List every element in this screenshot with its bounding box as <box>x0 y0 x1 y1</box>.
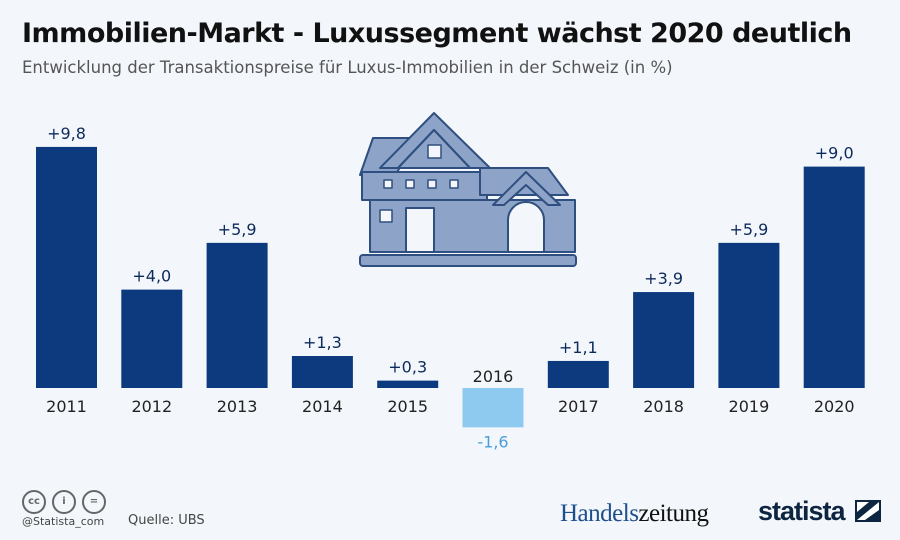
bar-2011 <box>36 146 97 388</box>
category-label: 2014 <box>302 397 343 416</box>
statista-text: statista <box>758 496 846 526</box>
bar-2014 <box>291 356 353 388</box>
data-label: +5,9 <box>729 220 768 239</box>
chart-subtitle: Entwicklung der Transaktionspreise für L… <box>22 58 673 77</box>
data-label: +5,9 <box>218 220 257 239</box>
data-label: +1,1 <box>559 338 598 357</box>
logo-part-b: zeitung <box>638 500 709 527</box>
category-label: 2018 <box>643 397 684 416</box>
logo-part-a: Handels <box>560 500 639 527</box>
category-label: 2016 <box>473 367 514 386</box>
bar-2016 <box>462 388 524 428</box>
data-label: +1,3 <box>303 333 342 352</box>
cc-icon: cc <box>22 490 46 514</box>
bar-2017 <box>547 360 609 388</box>
bar-2012 <box>121 289 183 388</box>
data-label: +9,0 <box>815 144 854 163</box>
category-label: 2019 <box>729 397 770 416</box>
bar-2020 <box>803 166 865 388</box>
bar-2013 <box>206 242 268 388</box>
chart-title: Immobilien-Markt - Luxussegment wächst 2… <box>22 18 852 49</box>
handelszeitung-logo: Handelszeitung <box>560 500 709 528</box>
statista-logo: statista <box>758 496 882 527</box>
handle[interactable]: @Statista_com <box>22 515 105 528</box>
data-label: -1,6 <box>477 432 508 451</box>
bar-2019 <box>718 242 780 388</box>
category-label: 2011 <box>46 397 87 416</box>
statista-mark-icon <box>855 500 882 522</box>
category-label: 2013 <box>217 397 258 416</box>
category-label: 2015 <box>387 397 428 416</box>
data-label: +9,8 <box>47 124 86 143</box>
data-label: +3,9 <box>644 269 683 288</box>
house-icon <box>359 112 577 267</box>
source: Quelle: UBS <box>128 513 205 528</box>
category-label: 2012 <box>131 397 172 416</box>
category-label: 2017 <box>558 397 599 416</box>
bar-2015 <box>377 380 439 388</box>
by-icon: i <box>52 490 76 514</box>
data-label: +4,0 <box>132 267 171 286</box>
nd-icon: = <box>82 490 106 514</box>
category-label: 2020 <box>814 397 855 416</box>
bar-2018 <box>633 292 695 388</box>
data-label: +0,3 <box>388 358 427 377</box>
